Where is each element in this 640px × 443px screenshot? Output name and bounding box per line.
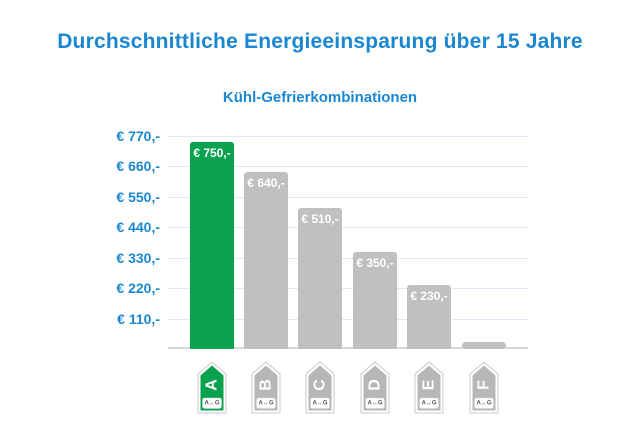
x-axis-baseline	[168, 347, 528, 349]
badge-letter: B	[258, 379, 275, 391]
chart-title: Durchschnittliche Energieeinsparung über…	[57, 30, 583, 53]
bar-F	[462, 342, 506, 349]
gridline	[168, 319, 528, 320]
gridline	[168, 258, 528, 259]
y-axis-tick-label: € 550,-	[116, 189, 160, 205]
bar-value-label: € 350,-	[356, 256, 394, 270]
badge-letter: F	[476, 380, 493, 390]
bar-C: € 510,-	[298, 208, 342, 349]
badge-scale-text: A↔G	[313, 401, 328, 407]
bar-B: € 640,-	[244, 172, 288, 349]
energy-label-badge-c-icon: C A↔G	[305, 361, 335, 414]
y-axis-tick-label: € 110,-	[117, 311, 160, 327]
bar-D: € 350,-	[353, 252, 397, 349]
gridline	[168, 166, 528, 167]
chart-plot-area: € 750,- € 640,- € 510,- € 350,- € 230,-	[168, 136, 528, 349]
badge-scale-text: A↔G	[477, 401, 492, 407]
energy-label-badge-d-icon: D A↔G	[360, 361, 390, 414]
badge-letter: D	[367, 379, 384, 391]
bar-value-label: € 510,-	[301, 212, 339, 226]
energy-label-badge-a-icon: A A↔G	[197, 361, 227, 414]
bar-value-label: € 230,-	[410, 289, 448, 303]
bar-value-label: € 640,-	[247, 176, 285, 190]
energy-label-badge-b-icon: B A↔G	[251, 361, 281, 414]
gridline	[168, 227, 528, 228]
gridline	[168, 136, 528, 137]
y-axis-tick-label: € 440,-	[116, 219, 160, 235]
bar-value-label: € 750,-	[193, 146, 231, 160]
badge-letter: E	[421, 379, 438, 390]
bar-E: € 230,-	[407, 285, 451, 349]
y-axis-tick-label: € 220,-	[116, 280, 160, 296]
badge-scale-text: A↔G	[368, 401, 383, 407]
y-axis: € 770,- € 660,- € 550,- € 440,- € 330,- € 220…	[0, 128, 160, 349]
gridline	[168, 197, 528, 198]
y-axis-tick-label: € 770,-	[116, 128, 160, 144]
x-axis-energy-badges: A A↔G B A↔G C A↔G D A↔G E A↔G F A↔G	[168, 361, 528, 414]
energy-label-badge-f-icon: F A↔G	[469, 361, 499, 414]
bar-A: € 750,-	[190, 142, 234, 349]
y-axis-tick-label: € 330,-	[116, 250, 160, 266]
badge-scale-text: A↔G	[205, 401, 220, 407]
badge-letter: A	[204, 379, 221, 391]
gridline	[168, 288, 528, 289]
y-axis-tick-label: € 660,-	[116, 158, 160, 174]
energy-label-badge-e-icon: E A↔G	[414, 361, 444, 414]
chart-subtitle: Kühl-Gefrierkombinationen	[222, 89, 418, 106]
badge-scale-text: A↔G	[422, 401, 437, 407]
badge-scale-text: A↔G	[259, 401, 274, 407]
badge-letter: C	[312, 379, 329, 391]
